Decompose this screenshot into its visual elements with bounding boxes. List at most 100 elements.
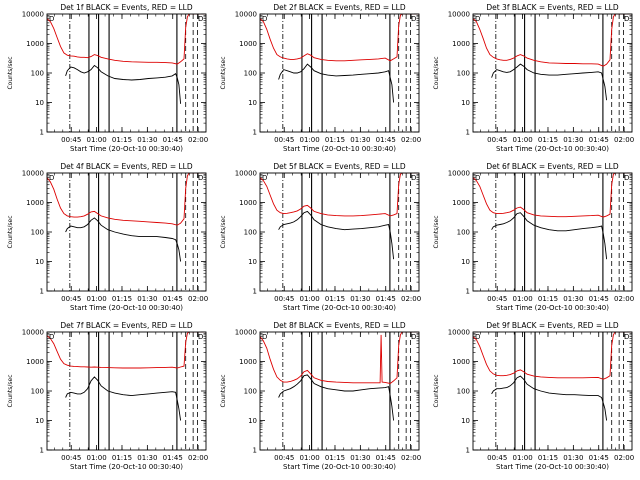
- y-tick-label: 10: [248, 417, 257, 425]
- x-tick-label: 01:00: [87, 295, 107, 303]
- x-tick-label: 01:15: [112, 295, 132, 303]
- x-tick-label: 01:15: [325, 454, 345, 462]
- legend-letter-right: D: [411, 174, 416, 182]
- series-line-lld: [473, 173, 632, 218]
- y-tick-label: 1: [40, 288, 44, 296]
- series-line-lld: [260, 332, 419, 384]
- x-tick-label: 02:00: [188, 295, 208, 303]
- y-tick-label: 10: [461, 99, 470, 107]
- x-tick-label: 00:45: [487, 454, 507, 462]
- series-line-events: [491, 212, 608, 260]
- x-tick-label: 01:15: [538, 295, 558, 303]
- x-axis-label: Start Time (20-Oct-10 00:30:40): [496, 463, 609, 471]
- y-tick-label: 1: [253, 447, 257, 455]
- legend-letter-right: D: [198, 333, 203, 341]
- chart-panel-9: Det 9f BLACK = Events, RED = LLD Counts/s…: [433, 321, 634, 471]
- y-tick-label: 10000: [235, 11, 257, 19]
- x-tick-label: 01:45: [163, 454, 183, 462]
- x-axis-label: Start Time (20-Oct-10 00:30:40): [283, 463, 396, 471]
- plot-frame: [472, 331, 633, 451]
- x-axis-label: Start Time (20-Oct-10 00:30:40): [70, 304, 183, 312]
- y-axis-label: Counts/sec: [433, 374, 440, 407]
- y-tick-label: 1000: [452, 358, 470, 366]
- y-tick-label: 10: [248, 99, 257, 107]
- legend-letter-right: D: [198, 174, 203, 182]
- panel-title: Det 1f BLACK = Events, RED = LLD: [60, 3, 193, 12]
- legend-letter-left: D: [475, 174, 480, 182]
- legend-letter-right: D: [624, 333, 629, 341]
- panel-title: Det 7f BLACK = Events, RED = LLD: [60, 321, 193, 330]
- series-line-events: [65, 217, 182, 262]
- plot-frame: [46, 172, 207, 292]
- y-tick-label: 1000: [239, 358, 257, 366]
- x-tick-label: 02:00: [401, 295, 421, 303]
- y-axis-label: Counts/sec: [7, 215, 14, 248]
- y-tick-label: 100: [457, 70, 470, 78]
- y-tick-label: 10000: [22, 170, 44, 178]
- plot-frame: [472, 172, 633, 292]
- series-line-lld: [47, 173, 206, 226]
- y-tick-label: 10: [35, 417, 44, 425]
- chart-panel-2: Det 2f BLACK = Events, RED = LLD Counts/s…: [220, 3, 421, 153]
- series-line-events: [278, 63, 395, 103]
- legend-letter-left: D: [262, 15, 267, 23]
- x-tick-label: 01:15: [112, 136, 132, 144]
- y-tick-label: 10000: [22, 11, 44, 19]
- x-tick-label: 02:00: [401, 454, 421, 462]
- y-tick-label: 1: [466, 129, 470, 137]
- plot-frame: [472, 13, 633, 133]
- x-tick-label: 02:00: [188, 454, 208, 462]
- y-tick-label: 100: [244, 388, 257, 396]
- chart-panel-5: Det 5f BLACK = Events, RED = LLD Counts/s…: [220, 162, 421, 312]
- chart-panel-6: Det 6f BLACK = Events, RED = LLD Counts/s…: [433, 162, 634, 312]
- x-tick-label: 00:45: [274, 295, 294, 303]
- legend-letter-right: D: [411, 333, 416, 341]
- legend-letter-left: D: [262, 174, 267, 182]
- panel-title: Det 6f BLACK = Events, RED = LLD: [486, 162, 619, 171]
- legend-letter-right: D: [624, 15, 629, 23]
- chart-panel-3: Det 3f BLACK = Events, RED = LLD Counts/s…: [433, 3, 634, 153]
- x-axis-label: Start Time (20-Oct-10 00:30:40): [283, 304, 396, 312]
- x-tick-label: 00:45: [487, 136, 507, 144]
- chart-panel-7: Det 7f BLACK = Events, RED = LLD Counts/s…: [7, 321, 208, 471]
- plot-frame: [259, 331, 420, 451]
- legend-letter-left: D: [49, 333, 54, 341]
- x-tick-label: 01:15: [538, 136, 558, 144]
- panel-title: Det 3f BLACK = Events, RED = LLD: [486, 3, 619, 12]
- x-tick-label: 02:00: [401, 136, 421, 144]
- x-tick-label: 01:30: [137, 454, 157, 462]
- plot-frame: [259, 172, 420, 292]
- x-tick-label: 01:45: [589, 454, 609, 462]
- x-tick-label: 01:15: [325, 295, 345, 303]
- x-tick-label: 02:00: [614, 454, 634, 462]
- y-tick-label: 1: [466, 288, 470, 296]
- y-axis-label: Counts/sec: [220, 56, 227, 89]
- x-tick-label: 01:45: [163, 295, 183, 303]
- y-axis-label: Counts/sec: [7, 374, 14, 407]
- x-tick-label: 01:45: [589, 136, 609, 144]
- x-tick-label: 00:45: [61, 136, 81, 144]
- y-tick-label: 10: [461, 417, 470, 425]
- legend-letter-left: D: [475, 333, 480, 341]
- series-line-events: [278, 210, 395, 260]
- series-line-events: [491, 375, 608, 421]
- series-line-events: [491, 63, 608, 101]
- plot-frame: [259, 13, 420, 133]
- y-tick-label: 1000: [26, 40, 44, 48]
- y-tick-label: 1: [466, 447, 470, 455]
- y-tick-label: 1000: [239, 40, 257, 48]
- x-tick-label: 01:45: [163, 136, 183, 144]
- x-tick-label: 01:00: [513, 295, 533, 303]
- y-tick-label: 1000: [26, 358, 44, 366]
- y-tick-label: 100: [457, 229, 470, 237]
- y-tick-label: 1: [253, 129, 257, 137]
- y-tick-label: 10000: [448, 170, 470, 178]
- plot-frame: [46, 13, 207, 133]
- x-tick-label: 01:00: [87, 454, 107, 462]
- x-tick-label: 00:45: [61, 454, 81, 462]
- y-tick-label: 10: [248, 258, 257, 266]
- x-axis-label: Start Time (20-Oct-10 00:30:40): [70, 463, 183, 471]
- series-line-events: [65, 64, 182, 104]
- series-line-lld: [47, 14, 206, 65]
